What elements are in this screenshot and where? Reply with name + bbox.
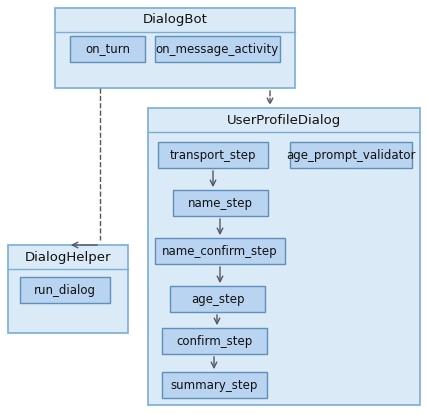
Text: transport_step: transport_step xyxy=(170,149,256,161)
Text: name_confirm_step: name_confirm_step xyxy=(162,244,278,257)
FancyBboxPatch shape xyxy=(70,36,145,62)
FancyBboxPatch shape xyxy=(55,8,295,88)
Text: summary_step: summary_step xyxy=(171,378,258,391)
FancyBboxPatch shape xyxy=(290,142,412,168)
Text: age_step: age_step xyxy=(191,293,244,305)
FancyBboxPatch shape xyxy=(162,372,267,398)
Text: age_prompt_validator: age_prompt_validator xyxy=(286,149,416,161)
FancyBboxPatch shape xyxy=(158,142,268,168)
Text: run_dialog: run_dialog xyxy=(34,283,96,296)
FancyBboxPatch shape xyxy=(8,245,128,333)
FancyBboxPatch shape xyxy=(155,36,280,62)
Text: confirm_step: confirm_step xyxy=(176,334,253,347)
Text: on_turn: on_turn xyxy=(85,42,130,56)
Text: UserProfileDialog: UserProfileDialog xyxy=(227,113,341,127)
Text: on_message_activity: on_message_activity xyxy=(156,42,279,56)
Text: DialogBot: DialogBot xyxy=(143,14,207,27)
FancyBboxPatch shape xyxy=(20,277,110,303)
FancyBboxPatch shape xyxy=(148,108,420,405)
FancyBboxPatch shape xyxy=(155,238,285,264)
FancyBboxPatch shape xyxy=(162,328,267,354)
FancyBboxPatch shape xyxy=(170,286,265,312)
Text: DialogHelper: DialogHelper xyxy=(25,251,111,264)
FancyBboxPatch shape xyxy=(173,190,268,216)
Text: name_step: name_step xyxy=(188,196,253,210)
